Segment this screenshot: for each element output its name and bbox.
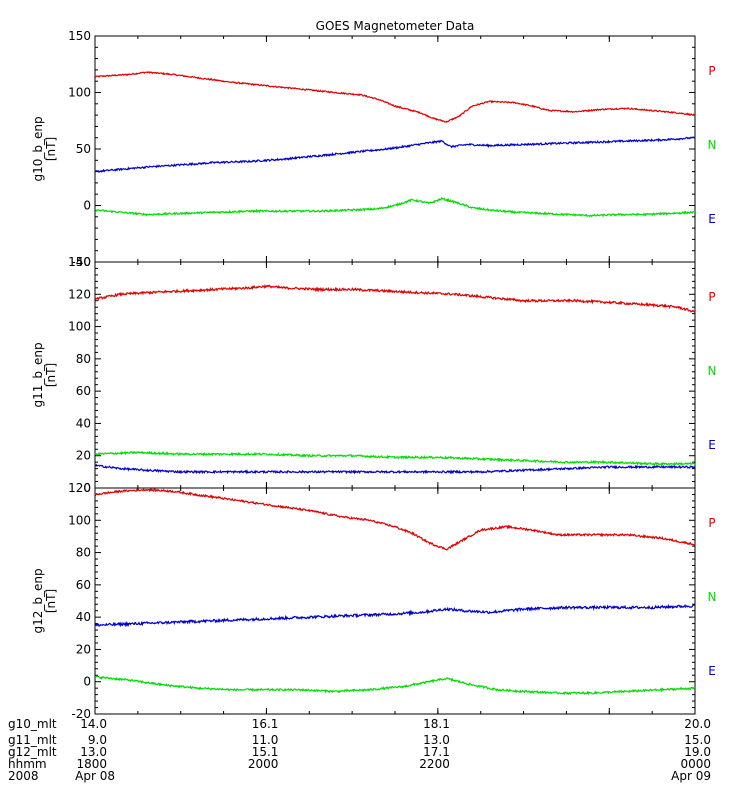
series-line-P bbox=[94, 487, 696, 551]
y-tick-label: 80 bbox=[76, 546, 91, 560]
footer-row-value: 0000 bbox=[680, 757, 711, 771]
footer-row-value: 13.0 bbox=[423, 733, 450, 747]
footer-row-value: 1800 bbox=[76, 757, 107, 771]
y-tick-label: 120 bbox=[68, 287, 91, 301]
y-tick-label: 60 bbox=[76, 578, 91, 592]
series-line-N bbox=[94, 136, 696, 174]
panel-1: -50 0 50 100 150 g10_b_enp [nT] P N E bbox=[31, 29, 716, 269]
y-axis-label: g11_b_enp bbox=[31, 342, 45, 407]
y-tick-label: 150 bbox=[68, 29, 91, 43]
y-axis-unit: [nT] bbox=[44, 363, 58, 387]
legend-label-N: N bbox=[708, 590, 717, 604]
y-tick-label: 100 bbox=[68, 86, 91, 100]
panel-3: -20 0 20 40 60 80 100 120 g12_b_enp [nT] P N E bbox=[31, 481, 716, 721]
footer-row-label: g11_mlt bbox=[8, 733, 57, 747]
y-axis-unit: [nT] bbox=[44, 589, 58, 613]
y-axis-label: g10_b_enp bbox=[31, 116, 45, 181]
legend-label-P: P bbox=[708, 64, 715, 78]
y-tick-label: 60 bbox=[76, 384, 91, 398]
footer-row-value: 16.1 bbox=[252, 717, 279, 731]
series-line-P bbox=[94, 70, 696, 123]
legend-label-E: E bbox=[708, 212, 716, 226]
footer-row-value: 14.0 bbox=[80, 717, 107, 731]
series-line-P bbox=[94, 283, 696, 314]
footer-row-value: 2200 bbox=[419, 757, 450, 771]
series-line-N bbox=[94, 450, 696, 466]
y-tick-label: 40 bbox=[76, 610, 91, 624]
footer-row-value: 18.1 bbox=[423, 717, 450, 731]
y-axis-unit: [nT] bbox=[44, 137, 58, 161]
footer-row-value: 20.0 bbox=[684, 717, 711, 731]
footer-row-value: 13.0 bbox=[80, 745, 107, 759]
y-tick-label: 20 bbox=[76, 642, 91, 656]
footer-row-label: hhmm bbox=[8, 757, 47, 771]
y-tick-label: 50 bbox=[76, 142, 91, 156]
series-line-E bbox=[94, 463, 696, 475]
y-tick-label: 40 bbox=[76, 416, 91, 430]
footer-date-start: Apr 08 bbox=[75, 769, 115, 783]
panel-frame bbox=[94, 35, 696, 263]
footer-row-value: 17.1 bbox=[423, 745, 450, 759]
footer-row-value: 19.0 bbox=[684, 745, 711, 759]
footer-row-value: 11.0 bbox=[252, 733, 279, 747]
footer-row-label: g12_mlt bbox=[8, 745, 57, 759]
y-tick-label: 80 bbox=[76, 352, 91, 366]
legend-label-E: E bbox=[708, 664, 716, 678]
y-tick-label: 120 bbox=[68, 481, 91, 495]
y-tick-label: 100 bbox=[68, 513, 91, 527]
y-axis-label: g12_b_enp bbox=[31, 568, 45, 633]
series-line-E bbox=[94, 196, 696, 218]
legend-label-P: P bbox=[708, 516, 715, 530]
footer-row-label: g10_mlt bbox=[8, 717, 57, 731]
y-tick-label: 0 bbox=[83, 481, 91, 495]
legend-label-P: P bbox=[708, 290, 715, 304]
y-tick-label: 0 bbox=[83, 199, 91, 213]
legend-label-N: N bbox=[708, 138, 717, 152]
footer-row-value: 2000 bbox=[248, 757, 279, 771]
panel-2: 0 20 40 60 80 100 120 140 g11_b_enp [nT] P N E bbox=[31, 255, 716, 495]
y-tick-label: 140 bbox=[68, 255, 91, 269]
y-tick-label: 0 bbox=[83, 675, 91, 689]
y-tick-label: 20 bbox=[76, 449, 91, 463]
footer-row-value: 9.0 bbox=[88, 733, 107, 747]
legend-label-E: E bbox=[708, 438, 716, 452]
series-line-N bbox=[94, 603, 696, 628]
y-tick-label: 100 bbox=[68, 320, 91, 334]
series-line-E bbox=[94, 675, 696, 696]
y-tick-label: -20 bbox=[71, 707, 91, 721]
panel-frame bbox=[94, 487, 696, 715]
footer-date-end: Apr 09 bbox=[671, 769, 711, 783]
chart-title: GOES Magnetometer Data bbox=[316, 19, 475, 33]
footer-row-value: 15.0 bbox=[684, 733, 711, 747]
footer-row-value: 15.1 bbox=[252, 745, 279, 759]
footer-year: 2008 bbox=[8, 769, 39, 783]
legend-label-N: N bbox=[708, 364, 717, 378]
y-tick-label: -50 bbox=[71, 255, 91, 269]
time-axis-footer: g10_mlt 14.0 16.1 18.1 20.0 g11_mlt 9.0 11.0 13.… bbox=[8, 717, 711, 783]
